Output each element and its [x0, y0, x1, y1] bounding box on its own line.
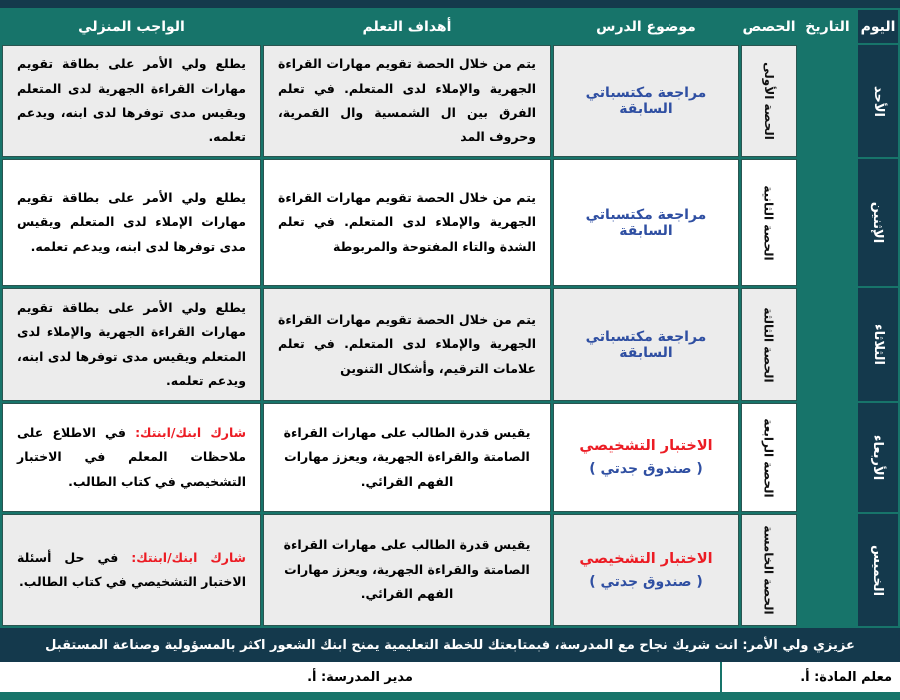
homework-cell: يطلع ولي الأمر على بطاقة تقويم مهارات ال…	[2, 159, 261, 286]
homework-body: في حل أسئلة الاختبار التشخيصي في كتاب ال…	[17, 549, 246, 589]
parent-message: عزيزي ولي الأمر: انت شريك نجاح مع المدرس…	[45, 637, 855, 653]
period-label: الحصة الأولى	[761, 62, 776, 140]
homework-body: في الاطلاع على ملاحظات المعلم في الاختبا…	[17, 424, 246, 489]
topic-cell: مراجعة مكتسباتي السابقة	[553, 288, 739, 401]
objectives-cell: يتم من خلال الحصة تقويم مهارات القراءة ا…	[263, 288, 551, 401]
topic-title: مراجعة مكتسباتي السابقة	[585, 206, 707, 239]
objectives-cell: يقيس قدرة الطالب على مهارات القراءة الصا…	[263, 403, 551, 512]
topic-title: مراجعة مكتسباتي السابقة	[585, 328, 707, 361]
principal-signature: مدير المدرسة: أ.	[307, 669, 413, 685]
date-cell	[799, 159, 856, 286]
period-cell: الحصة الرابعة	[741, 403, 797, 512]
period-label: الحصة الرابعة	[762, 417, 776, 498]
day-label: الإثنين	[870, 201, 886, 244]
day-label: الخميس	[870, 544, 886, 596]
homework-prefix: شارك ابنك/ابنتك:	[131, 549, 246, 565]
period-cell: الحصة الخامسة	[741, 514, 797, 626]
objectives-text: يتم من خلال الحصة تقويم مهارات القراءة ا…	[278, 311, 536, 376]
date-cell	[799, 403, 856, 512]
period-label: الحصة الثانية	[761, 184, 776, 261]
signature-row: معلم المادة: أ. مدير المدرسة: أ.	[0, 662, 900, 692]
homework-cell: شارك ابنك/ابنتك: في الاطلاع على ملاحظات …	[2, 403, 261, 512]
homework-prefix: شارك ابنك/ابنتك:	[135, 424, 246, 440]
header-objectives: أهداف التعلم	[263, 10, 551, 43]
topic-cell: مراجعة مكتسباتي السابقة	[553, 45, 739, 157]
bottom-strip	[0, 692, 900, 700]
objectives-text: يقيس قدرة الطالب على مهارات القراءة الصا…	[283, 537, 531, 602]
parent-message-bar: عزيزي ولي الأمر: انت شريك نجاح مع المدرس…	[0, 628, 900, 662]
period-cell: الحصة الثانية	[741, 159, 797, 286]
period-label: الحصة الخامسة	[762, 525, 776, 615]
topic-title: مراجعة مكتسباتي السابقة	[585, 85, 707, 117]
top-strip	[0, 0, 900, 8]
signature-divider	[720, 662, 722, 692]
topic-cell: الاختبار التشخيصي ( صندوق جدتي )	[553, 514, 739, 626]
header-periods: الحصص	[741, 10, 797, 43]
day-label: الأربعاء	[870, 434, 886, 481]
day-label: الثلاثاء	[870, 324, 886, 365]
header-topic: موضوع الدرس	[553, 10, 739, 43]
topic-title: الاختبار التشخيصي	[579, 550, 713, 567]
objectives-text: يتم من خلال الحصة تقويم مهارات القراءة ا…	[278, 56, 536, 145]
header-day: اليوم	[858, 10, 898, 43]
objectives-cell: يتم من خلال الحصة تقويم مهارات القراءة ا…	[263, 45, 551, 157]
homework-text: شارك ابنك/ابنتك: في حل أسئلة الاختبار ال…	[17, 546, 246, 595]
period-label: الحصة الثالثة	[761, 306, 776, 383]
homework-cell: يطلع ولي الأمر على بطاقة تقويم مهارات ال…	[2, 288, 261, 401]
date-cell	[799, 45, 856, 157]
day-cell-monday: الإثنين	[858, 159, 898, 286]
day-cell-thursday: الخميس	[858, 514, 898, 626]
topic-cell: الاختبار التشخيصي ( صندوق جدتي )	[553, 403, 739, 512]
day-cell-wednesday: الأربعاء	[858, 403, 898, 512]
objectives-text: يتم من خلال الحصة تقويم مهارات القراءة ا…	[278, 189, 536, 254]
header-date: التاريخ	[799, 10, 856, 43]
weekly-plan-table: اليوم التاريخ الحصص موضوع الدرس أهداف ال…	[0, 8, 900, 628]
day-cell-sunday: الأحد	[858, 45, 898, 157]
objectives-text: يقيس قدرة الطالب على مهارات القراءة الصا…	[283, 424, 531, 489]
homework-cell: يطلع ولي الأمر على بطاقة تقويم مهارات ال…	[2, 45, 261, 157]
subject-teacher-signature: معلم المادة: أ.	[800, 669, 892, 685]
period-cell: الحصة الأولى	[741, 45, 797, 157]
homework-text: يطلع ولي الأمر على بطاقة تقويم مهارات ال…	[17, 299, 246, 388]
homework-text: يطلع ولي الأمر على بطاقة تقويم مهارات ال…	[17, 56, 246, 145]
homework-cell: شارك ابنك/ابنتك: في حل أسئلة الاختبار ال…	[2, 514, 261, 626]
header-homework: الواجب المنزلي	[2, 10, 261, 43]
homework-text: يطلع ولي الأمر على بطاقة تقويم مهارات ال…	[17, 189, 246, 254]
date-cell	[799, 514, 856, 626]
period-cell: الحصة الثالثة	[741, 288, 797, 401]
topic-cell: مراجعة مكتسباتي السابقة	[553, 159, 739, 286]
topic-title: الاختبار التشخيصي	[579, 438, 713, 454]
objectives-cell: يتم من خلال الحصة تقويم مهارات القراءة ا…	[263, 159, 551, 286]
day-cell-tuesday: الثلاثاء	[858, 288, 898, 401]
topic-subtitle: ( صندوق جدتي )	[589, 573, 703, 590]
homework-text: شارك ابنك/ابنتك: في الاطلاع على ملاحظات …	[17, 421, 246, 494]
objectives-cell: يقيس قدرة الطالب على مهارات القراءة الصا…	[263, 514, 551, 626]
day-label: الأحد	[870, 85, 886, 117]
date-cell	[799, 288, 856, 401]
topic-subtitle: ( صندوق جدتي )	[589, 461, 703, 477]
